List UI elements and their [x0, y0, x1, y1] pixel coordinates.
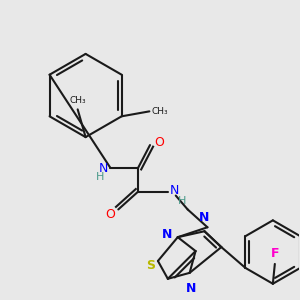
- Text: N: N: [99, 162, 108, 175]
- Text: N: N: [170, 184, 179, 197]
- Text: CH₃: CH₃: [69, 96, 86, 105]
- Text: CH₃: CH₃: [152, 107, 168, 116]
- Text: O: O: [105, 208, 115, 221]
- Text: N: N: [199, 211, 210, 224]
- Text: O: O: [154, 136, 164, 148]
- Text: H: H: [178, 196, 186, 206]
- Text: H: H: [96, 172, 105, 182]
- Text: N: N: [185, 282, 196, 295]
- Text: F: F: [271, 247, 279, 260]
- Text: N: N: [161, 228, 172, 241]
- Text: S: S: [146, 260, 155, 272]
